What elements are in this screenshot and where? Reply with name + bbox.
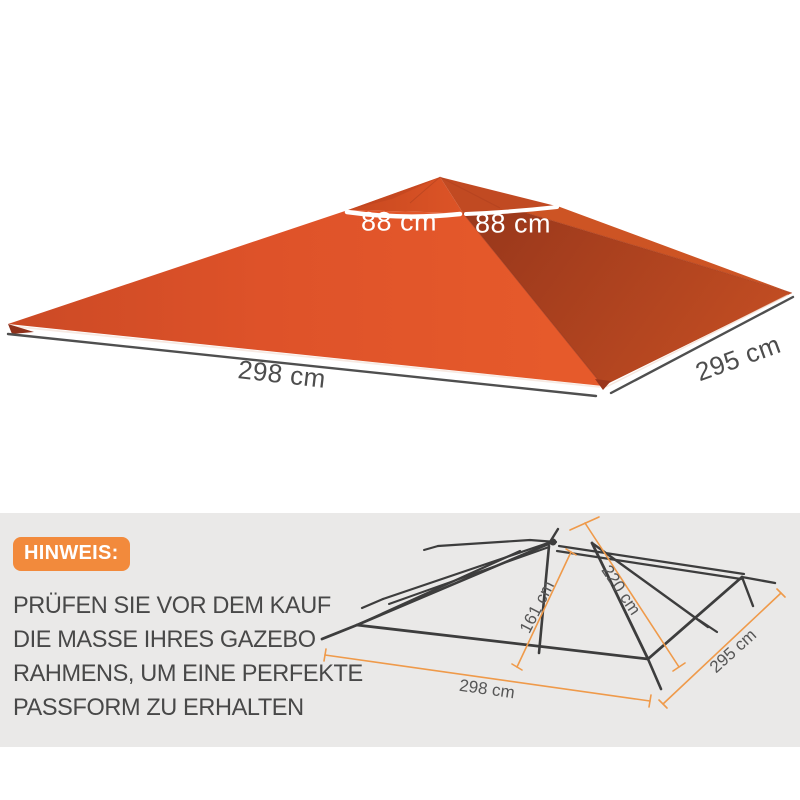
note-text-line-4: PASSFORM ZU ERHALTEN — [13, 694, 304, 721]
note-text-line-1: PRÜFEN SIE VOR DEM KAUF — [13, 592, 331, 619]
canopy-panels — [8, 207, 793, 390]
canopy-vent-cap — [344, 176, 560, 219]
gazebo-frame-diagram — [320, 516, 786, 709]
canopy-photo-illustration — [6, 176, 795, 398]
note-text-line-3: RAHMENS, UM EINE PERFEKTE — [13, 660, 363, 687]
photo-dimension-lines — [6, 295, 795, 398]
frame-bars — [320, 527, 777, 691]
frame-dimension-lines — [323, 516, 786, 709]
vent-width-left-label: 88 cm — [360, 206, 438, 237]
vent-width-right-label: 88 cm — [474, 208, 552, 239]
note-badge: HINWEIS: — [13, 537, 130, 571]
note-text-line-2: DIE MASSE IHRES GAZEBO — [13, 626, 316, 653]
